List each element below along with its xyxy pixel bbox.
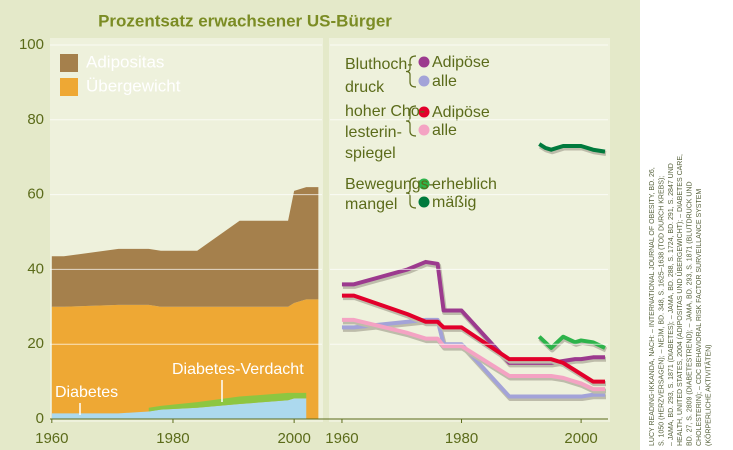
source-line: BD. 27, S. 2809 (DIABETESTREND); – JAMA,… bbox=[687, 181, 694, 446]
legend-dot bbox=[418, 56, 430, 68]
legend-group-label: mangel bbox=[345, 196, 397, 213]
area bbox=[148, 392, 307, 412]
source-line: – JAMA, BD. 293, S. 1871 (DIABETES); – J… bbox=[668, 163, 675, 446]
legend-label: alle bbox=[432, 122, 457, 139]
legend-group-label: Bluthoch- bbox=[345, 56, 413, 73]
x-tick-label: 1960 bbox=[35, 430, 68, 447]
y-tick-label: 100 bbox=[19, 36, 44, 53]
legend-group-label: Bewegungs- bbox=[345, 176, 434, 193]
legend-dot bbox=[418, 178, 430, 190]
annotation: Diabetes bbox=[55, 384, 118, 401]
source-line: LUCY READING-IKKANDA, NACH: – INTERNATIO… bbox=[649, 167, 656, 446]
chart-title: Prozentsatz erwachsener US-Bürger bbox=[98, 11, 392, 30]
legend-group-label: spiegel bbox=[345, 145, 396, 162]
legend-dot bbox=[418, 196, 430, 208]
x-tick-label: 1980 bbox=[445, 430, 478, 447]
line bbox=[341, 317, 606, 392]
source-line: S. 1050 (HERZVERSAGEN); – NEJM, BD. 348,… bbox=[658, 176, 665, 446]
line bbox=[538, 142, 606, 154]
legend-brace bbox=[405, 105, 417, 137]
legend-dot bbox=[418, 124, 430, 136]
legend-group-label: lesterin- bbox=[345, 124, 402, 141]
legend-brace bbox=[405, 55, 417, 88]
legend-group-label: druck bbox=[345, 79, 385, 96]
legend-label: Adipositas bbox=[86, 52, 164, 71]
legend-label: Adipöse bbox=[432, 54, 490, 71]
panel-right bbox=[329, 38, 610, 422]
legend-group-label: hoher Cho- bbox=[345, 103, 425, 120]
y-tick-label: 20 bbox=[27, 335, 44, 352]
x-tick-label: 2000 bbox=[564, 430, 597, 447]
area bbox=[51, 398, 307, 419]
annotation: Diabetes-Verdacht bbox=[172, 361, 304, 378]
legend-brace bbox=[405, 177, 417, 209]
legend-label: alle bbox=[432, 73, 457, 90]
plot: 0 20 40 60 80 100 1960 1980 2000 1960 1980 2000 Adip… bbox=[19, 36, 608, 447]
source-line: HEALTH, UNITED STATES, 2004 (ADIPOSITAS … bbox=[676, 154, 684, 446]
legend-label: erheblich bbox=[432, 176, 497, 193]
source: LUCY READING-IKKANDA, NACH: – INTERNATIO… bbox=[649, 154, 712, 446]
y-tick-label: 80 bbox=[27, 111, 44, 128]
area bbox=[51, 187, 319, 307]
legend-swatch bbox=[60, 78, 78, 96]
x-tick-label: 2000 bbox=[277, 430, 310, 447]
legend-label: Übergewicht bbox=[86, 76, 181, 95]
y-tick-label: 60 bbox=[27, 186, 44, 203]
legend-label: Adipöse bbox=[432, 104, 490, 121]
source-line: CHOLESTERIN); – CDC BEHAVIORAL RISK FACT… bbox=[696, 189, 703, 446]
legend-dot bbox=[418, 106, 430, 118]
legend-label: mäßig bbox=[432, 194, 476, 211]
source-line: (KÖRPERLICHE AKTIVITÄTEN) bbox=[704, 344, 712, 446]
y-tick-label: 40 bbox=[27, 260, 44, 277]
legend-swatch bbox=[60, 54, 78, 72]
x-tick-label: 1960 bbox=[325, 430, 358, 447]
area bbox=[51, 299, 319, 419]
y-tick-label: 0 bbox=[36, 410, 44, 427]
legend-dot bbox=[418, 75, 430, 87]
line bbox=[537, 334, 606, 350]
line bbox=[341, 293, 606, 384]
x-tick-label: 1980 bbox=[156, 430, 189, 447]
